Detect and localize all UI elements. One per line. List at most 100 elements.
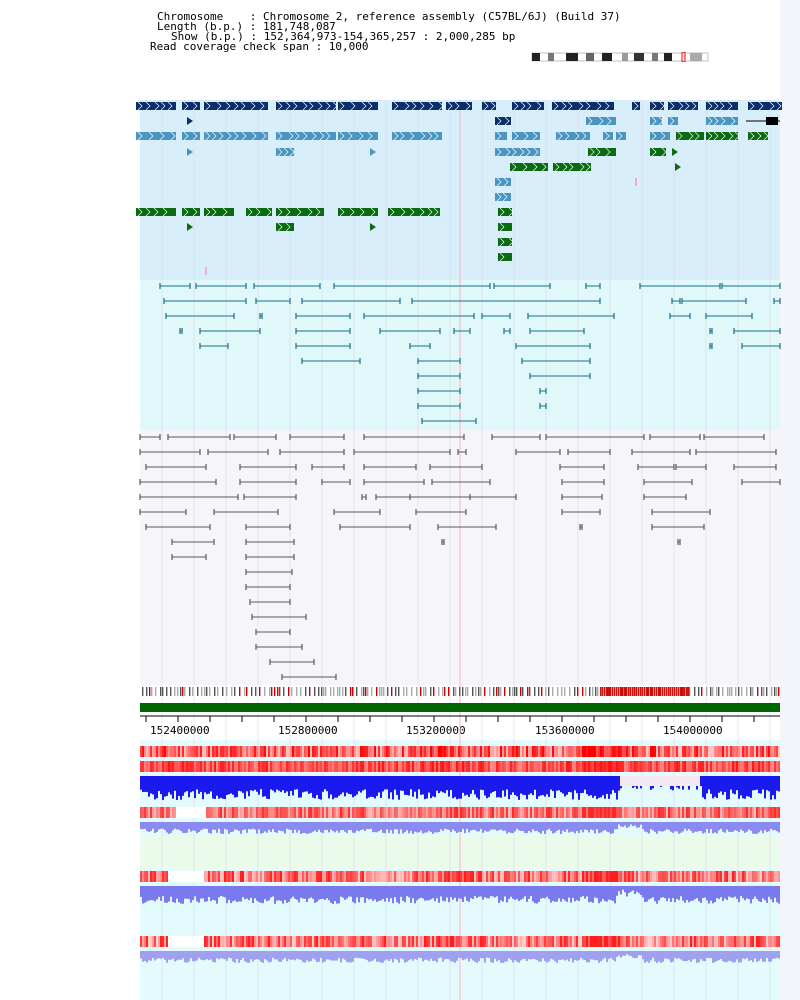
depth-bar bbox=[620, 886, 622, 895]
heat-cell bbox=[486, 936, 488, 947]
heat-cell bbox=[366, 936, 368, 947]
heat-cell bbox=[580, 871, 582, 882]
exon-arrow bbox=[233, 101, 239, 111]
depth-bar bbox=[352, 886, 354, 903]
heat-cell bbox=[278, 761, 280, 772]
heat-cell bbox=[602, 871, 604, 882]
heat-cell bbox=[664, 746, 666, 757]
depth-bar bbox=[646, 886, 648, 902]
heat-cell bbox=[640, 936, 642, 947]
msm-pol-2-track-label[interactable]: MSM/B6 pol. bbox=[61, 807, 134, 819]
repeat-feature bbox=[607, 687, 609, 696]
depth-bar bbox=[610, 951, 612, 958]
depth-bar bbox=[512, 822, 514, 834]
depth-bar bbox=[554, 822, 556, 833]
heat-cell bbox=[620, 746, 622, 757]
heat-cell bbox=[228, 871, 230, 882]
depth-bar bbox=[172, 822, 174, 831]
depth-bar bbox=[692, 776, 694, 784]
heat-cell bbox=[764, 761, 766, 772]
heat-cell bbox=[524, 936, 526, 947]
heat-cell bbox=[212, 936, 214, 947]
dbsnp-track-label[interactable]: dbSNP(Mouse) bbox=[55, 746, 134, 758]
jf1-pol-2-track-label[interactable]: JF1/B6 pol. bbox=[61, 936, 134, 948]
jf1-depth-sra-track-label[interactable]: JF1 Read Depth (SRA) bbox=[41, 886, 134, 910]
heat-cell bbox=[708, 746, 710, 757]
depth-bar bbox=[290, 822, 292, 830]
heat-cell bbox=[532, 936, 534, 947]
depth-bar bbox=[198, 822, 200, 832]
heat-cell bbox=[614, 761, 616, 772]
depth-bar bbox=[494, 776, 496, 792]
msm-bac-track-label[interactable]: MSM BAC end pairs bbox=[21, 349, 134, 361]
heat-cell bbox=[582, 871, 584, 882]
heat-cell bbox=[156, 871, 158, 882]
depth-bar bbox=[722, 822, 724, 832]
heat-cell bbox=[300, 936, 302, 947]
depth-bar bbox=[408, 951, 410, 961]
depth-bar bbox=[340, 951, 342, 963]
repeat-feature bbox=[763, 687, 765, 696]
heat-cell bbox=[300, 761, 302, 772]
depth-bar bbox=[328, 951, 330, 960]
depth-bar bbox=[452, 886, 454, 900]
heat-cell bbox=[304, 871, 306, 882]
depth-bar bbox=[634, 951, 636, 959]
exon-arrow bbox=[598, 116, 604, 126]
depth-bar bbox=[624, 951, 626, 956]
heat-cell bbox=[304, 746, 306, 757]
exon-arrow bbox=[562, 162, 568, 172]
jf1-depth-trim-track-label[interactable]: JF1 Read Depth (SRA trimmed) bbox=[41, 951, 134, 975]
msm-pol-1-track-label[interactable]: MSM/B6 pol. bbox=[61, 761, 134, 773]
heat-cell bbox=[424, 761, 426, 772]
msm-depth-capillary-track-label[interactable]: MSM Read Depth (Capillary) bbox=[41, 778, 134, 802]
repeat-feature bbox=[500, 687, 502, 696]
chromosome-ideogram[interactable] bbox=[530, 52, 710, 62]
heat-cell bbox=[460, 761, 462, 772]
depth-bar bbox=[656, 951, 658, 963]
depth-bar bbox=[318, 776, 320, 800]
depth-bar bbox=[260, 886, 262, 903]
repeat-feature bbox=[621, 687, 623, 696]
depth-bar bbox=[312, 951, 314, 959]
b6n-bac-track-label[interactable]: B6N BAC end pairs bbox=[21, 551, 134, 563]
heat-cell bbox=[606, 936, 608, 947]
depth-bar bbox=[422, 951, 424, 962]
depth-bar bbox=[412, 776, 414, 797]
msm-depth-sra-track-label[interactable]: MSM Read Depth (SRA) bbox=[41, 822, 134, 846]
heat-cell bbox=[706, 871, 708, 882]
heat-cell bbox=[470, 807, 472, 818]
depth-bar bbox=[388, 951, 390, 961]
heat-cell bbox=[150, 761, 152, 772]
heat-cell bbox=[578, 746, 580, 757]
heat-cell bbox=[608, 871, 610, 882]
depth-bar bbox=[194, 776, 196, 799]
depth-bar bbox=[606, 822, 608, 832]
refseq-track-label[interactable]: RefSeq Genes bbox=[55, 184, 134, 196]
depth-bar bbox=[430, 886, 432, 900]
heat-cell bbox=[472, 871, 474, 882]
depth-bar bbox=[272, 951, 274, 958]
depth-bar bbox=[760, 776, 762, 794]
depth-bar bbox=[140, 951, 142, 959]
jf1-pol-1-track-label[interactable]: JF1/B6 pol. bbox=[61, 871, 134, 883]
exon-arrow bbox=[247, 207, 253, 217]
heat-cell bbox=[530, 807, 532, 818]
depth-bar bbox=[350, 822, 352, 831]
depth-bar bbox=[474, 951, 476, 962]
repeat-feature bbox=[761, 687, 763, 696]
repeat-feature bbox=[684, 687, 686, 696]
heat-cell bbox=[236, 871, 238, 882]
depth-bar bbox=[160, 822, 162, 829]
heat-cell bbox=[158, 936, 160, 947]
depth-bar bbox=[244, 822, 246, 830]
heat-cell bbox=[178, 871, 180, 882]
repeat-feature bbox=[170, 687, 172, 696]
depth-bar bbox=[240, 951, 242, 960]
depth-bar bbox=[376, 776, 378, 796]
heat-cell bbox=[184, 807, 186, 818]
heat-cell bbox=[704, 761, 706, 772]
depth-bar bbox=[166, 776, 168, 796]
heat-cell bbox=[284, 746, 286, 757]
